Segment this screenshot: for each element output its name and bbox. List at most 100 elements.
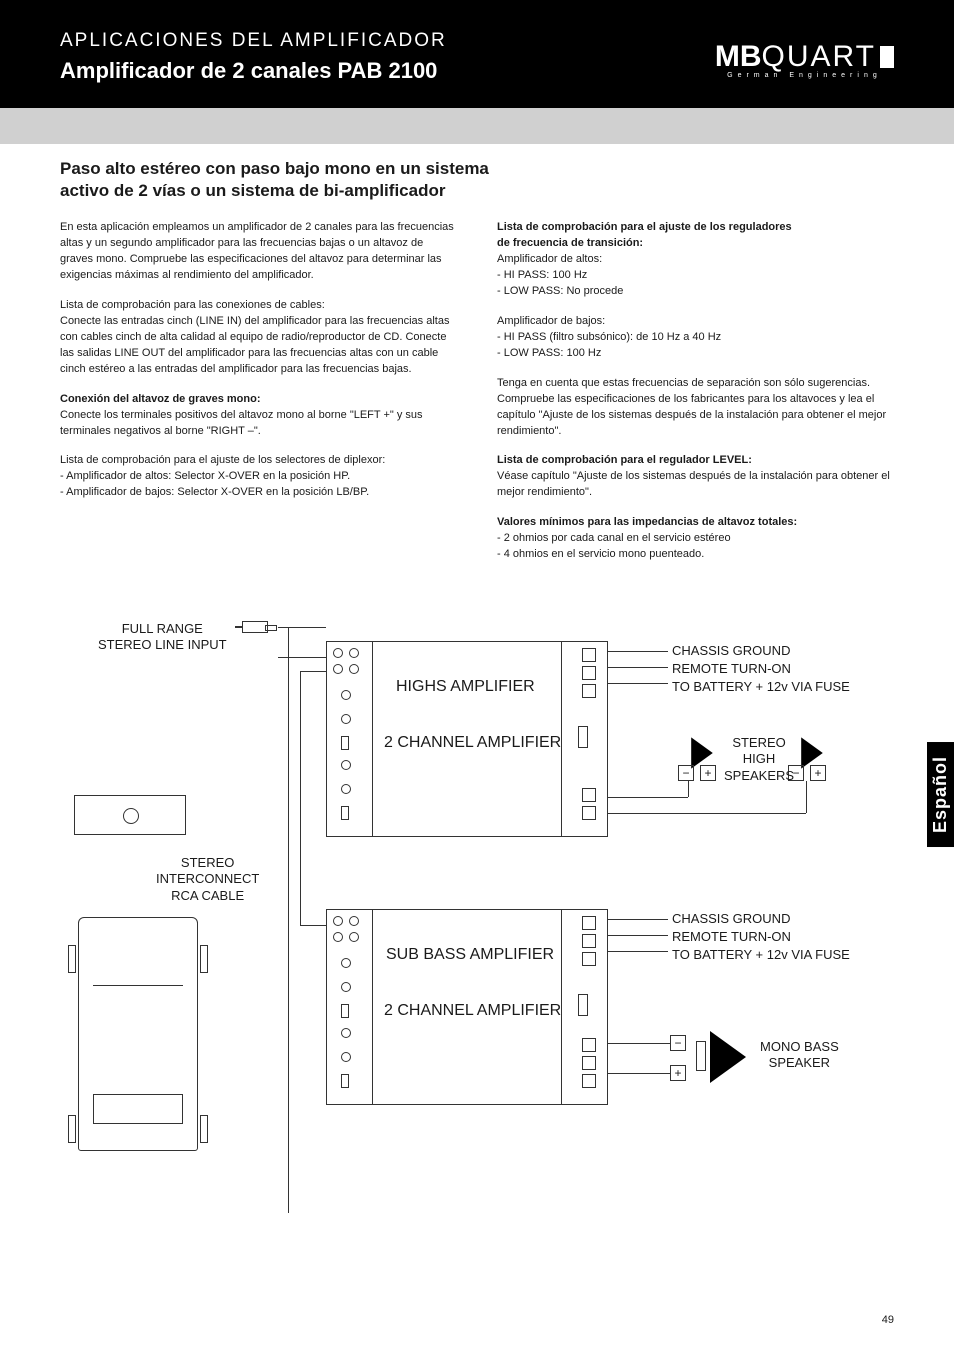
wire [278, 657, 326, 658]
right-p2a: Amplificador de bajos: [497, 315, 605, 327]
wire [608, 935, 668, 936]
logo-main: MBQUART [715, 40, 894, 74]
label-battery-2: TO BATTERY + 12v VIA FUSE [672, 947, 850, 963]
wiring-diagram: FULL RANGE STEREO LINE INPUT [60, 621, 880, 1191]
left-p4: Lista de comprobación para el ajuste de … [60, 453, 457, 501]
wire [608, 683, 668, 684]
knob-icon [341, 784, 351, 794]
left-p3: Conexión del altavoz de graves mono: Con… [60, 392, 457, 440]
wire [608, 797, 688, 798]
speaker-icon [710, 1031, 746, 1083]
switch-icon [341, 1074, 349, 1088]
wire [608, 1073, 670, 1074]
right-p4: Lista de comprobación para el regulador … [497, 453, 894, 501]
terminal-minus: − [678, 765, 694, 781]
wire [608, 951, 668, 952]
text-columns: En esta aplicación empleamos un amplific… [60, 220, 894, 577]
label-chassis-ground-2: CHASSIS GROUND [672, 911, 790, 927]
right-p4t: Véase capítulo "Ajuste de los sistemas d… [497, 470, 890, 498]
label-battery-1: TO BATTERY + 12v VIA FUSE [672, 679, 850, 695]
wire [608, 919, 668, 920]
wire [300, 925, 326, 926]
car-outline-icon [78, 917, 198, 1151]
terminal-plus: + [810, 765, 826, 781]
knob-icon [341, 982, 351, 992]
right-p5a: - 2 ohmios por cada canal en el servicio… [497, 532, 731, 544]
section-title-l1: Paso alto estéreo con paso bajo mono en … [60, 159, 489, 178]
rca-jack-icon [349, 648, 359, 658]
brand-logo: MBQUART German Engineering [715, 40, 894, 79]
language-tab: Español [927, 742, 954, 847]
right-p1b: - HI PASS: 100 Hz [497, 269, 587, 281]
left-p4b: - Amplificador de altos: Selector X-OVER… [60, 470, 350, 482]
terminal-icon [582, 1074, 596, 1088]
right-p1c: - LOW PASS: No procede [497, 285, 623, 297]
terminal-icon [582, 666, 596, 680]
terminal-plus: + [670, 1065, 686, 1081]
fuse-icon [578, 726, 588, 748]
section-title-l2: activo de 2 vías o un sistema de bi-ampl… [60, 181, 445, 200]
right-p1a: Amplificador de altos: [497, 253, 602, 265]
terminal-icon [582, 788, 596, 802]
right-h3: Valores mínimos para las impedancias de … [497, 516, 797, 528]
switch-icon [341, 806, 349, 820]
label-stereo-high-speakers: STEREO HIGH SPEAKERS [724, 735, 794, 784]
knob-icon [341, 760, 351, 770]
fuse-icon [578, 994, 588, 1016]
wheel-icon [200, 1115, 208, 1143]
car-windshield-icon [93, 926, 183, 986]
page-number: 49 [882, 1314, 894, 1326]
terminal-icon [582, 952, 596, 966]
right-h1a: Lista de comprobación para el ajuste de … [497, 221, 792, 233]
label-2ch-1: 2 CHANNEL AMPLIFIER [384, 733, 561, 753]
knob-icon [123, 808, 139, 824]
right-p5: Valores mínimos para las impedancias de … [497, 515, 894, 563]
wire [608, 667, 668, 668]
rca-plug-icon [242, 621, 268, 633]
page-content: Paso alto estéreo con paso bajo mono en … [0, 144, 954, 1191]
logo-square-icon [880, 46, 894, 68]
terminal-icon [582, 648, 596, 662]
label-mono-bass: MONO BASS SPEAKER [760, 1039, 839, 1072]
left-p4c: - Amplificador de bajos: Selector X-OVER… [60, 486, 369, 498]
section-title: Paso alto estéreo con paso bajo mono en … [60, 158, 894, 202]
rca-jack-icon [349, 932, 359, 942]
logo-light: QUART [762, 40, 876, 74]
amp-left-panel [327, 910, 373, 1104]
speaker-icon [801, 737, 823, 768]
terminal-icon [582, 806, 596, 820]
car-trunk-icon [93, 1094, 183, 1124]
speaker-icon [691, 737, 713, 768]
right-h2: Lista de comprobación para el regulador … [497, 454, 752, 466]
right-column: Lista de comprobación para el ajuste de … [497, 220, 894, 577]
wheel-icon [200, 945, 208, 973]
label-stereo-interconnect: STEREO INTERCONNECT RCA CABLE [156, 855, 259, 904]
wire [288, 627, 289, 657]
label-2ch-2: 2 CHANNEL AMPLIFIER [384, 1001, 561, 1021]
amp-left-panel [327, 642, 373, 836]
wire [300, 671, 326, 672]
amp-right-panel [561, 642, 607, 836]
left-p2: Lista de comprobación para las conexione… [60, 298, 457, 378]
logo-bold: MB [715, 40, 762, 74]
head-unit-icon [74, 795, 186, 835]
terminal-icon [582, 684, 596, 698]
wheel-icon [68, 1115, 76, 1143]
left-p1: En esta aplicación empleamos un amplific… [60, 220, 457, 284]
left-p3b: Conecte los terminales positivos del alt… [60, 409, 423, 437]
terminal-icon [582, 934, 596, 948]
label-subbass-amp: SUB BASS AMPLIFIER [386, 945, 554, 965]
wire [278, 627, 326, 628]
left-p2a: Lista de comprobación para las conexione… [60, 299, 325, 311]
terminal-icon [582, 1038, 596, 1052]
wire [608, 1043, 670, 1044]
right-p3: Tenga en cuenta que estas frecuencias de… [497, 376, 894, 440]
logo-subtitle: German Engineering [715, 72, 894, 79]
rca-jack-icon [333, 648, 343, 658]
terminal-plus: + [700, 765, 716, 781]
left-column: En esta aplicación empleamos un amplific… [60, 220, 457, 577]
label-highs-amp: HIGHS AMPLIFIER [396, 677, 535, 697]
page-header: APLICACIONES DEL AMPLIFICADOR Amplificad… [0, 0, 954, 108]
speaker-box-icon [696, 1041, 706, 1071]
knob-icon [341, 958, 351, 968]
